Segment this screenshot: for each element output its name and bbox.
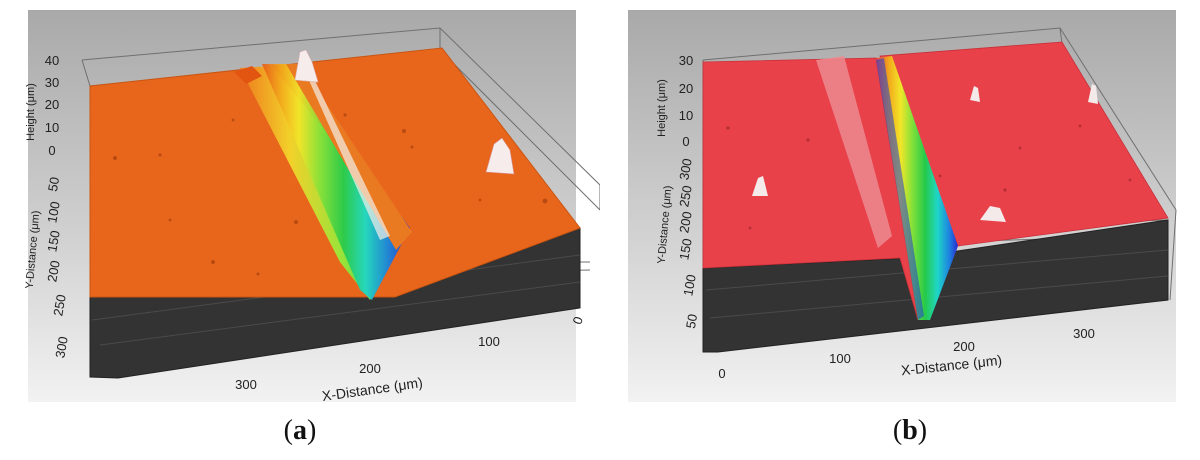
peak-1 <box>752 176 768 196</box>
height-tick: 40 <box>45 53 59 68</box>
y-distance-tick: 200 <box>44 259 63 283</box>
y-distance-tick: 300 <box>52 335 71 359</box>
peak-3 <box>1088 84 1098 104</box>
x-distance-tick: 0 <box>718 366 725 381</box>
groove-wall <box>876 56 958 320</box>
height-axis-label: Height (μm) <box>25 83 37 141</box>
y-distance-tick: 100 <box>44 200 63 224</box>
surface-plot-b: 30 20 10 0 Height (μm) 300 250 200 150 1… <box>628 10 1177 402</box>
x-distance-tick: 200 <box>359 361 381 376</box>
height-tick: 30 <box>679 53 693 68</box>
height-tick: 0 <box>682 134 689 149</box>
peak-4 <box>970 86 980 102</box>
groove-ridge-highlight <box>300 60 390 240</box>
y-distance-tick: 150 <box>676 237 695 261</box>
x-distance-tick: 0 <box>569 314 586 326</box>
groove-floor <box>262 64 410 300</box>
y-distance-tick: 50 <box>683 313 700 330</box>
surface-speckles <box>113 113 548 276</box>
height-tick: 20 <box>679 81 693 96</box>
x-distance-tick: 200 <box>953 339 975 354</box>
peak-2 <box>485 137 515 175</box>
height-axis-label: Height (μm) <box>656 79 668 137</box>
x-distance-tick: 100 <box>829 351 851 366</box>
height-tick: 10 <box>679 108 693 123</box>
peak-2 <box>980 206 1006 222</box>
height-tick: 10 <box>45 120 59 135</box>
y-distance-tick: 200 <box>676 210 695 234</box>
caption-b: (b) <box>892 415 928 446</box>
peak-1 <box>294 49 319 83</box>
surface-plot-a: 40 30 20 10 0 Height (μm) 50 100 150 200… <box>24 10 600 404</box>
x-distance-tick: 300 <box>1073 326 1095 341</box>
sample-surface-left <box>702 57 919 321</box>
groove-bottom <box>876 58 924 320</box>
height-tick: 20 <box>45 97 59 112</box>
y-distance-tick: 150 <box>44 229 63 253</box>
y-distance-tick: 100 <box>680 273 699 297</box>
worn-band <box>816 56 892 248</box>
y-distance-tick: 250 <box>50 293 69 317</box>
x-distance-tick: 100 <box>478 334 500 349</box>
panel-b: 30 20 10 0 Height (μm) 300 250 200 150 1… <box>600 0 1200 460</box>
y-distance-tick: 250 <box>676 184 695 208</box>
y-distance-tick: 300 <box>676 157 695 181</box>
surface-speckles <box>726 124 1132 230</box>
height-tick: 30 <box>45 75 59 90</box>
y-distance-tick: 50 <box>45 176 62 193</box>
caption-a: (a) <box>283 415 317 446</box>
x-distance-tick: 300 <box>235 377 257 392</box>
height-tick: 0 <box>48 143 55 158</box>
y-distance-axis: 50 100 150 200 250 300 Y-Distance (μm) <box>24 176 71 359</box>
panel-a: 40 30 20 10 0 Height (μm) 50 100 150 200… <box>24 10 600 446</box>
height-axis: 40 30 20 10 0 Height (μm) <box>25 53 59 158</box>
debris <box>234 66 262 84</box>
height-axis: 30 20 10 0 Height (μm) <box>656 53 693 149</box>
